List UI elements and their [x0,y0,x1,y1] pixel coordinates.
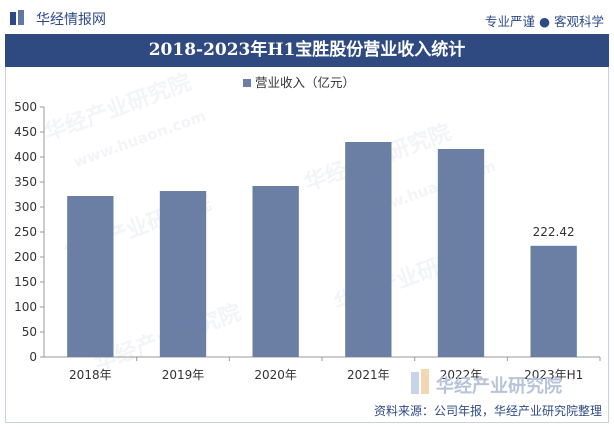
source-note: 资料来源：公司年报，华经产业研究院整理 [373,404,602,418]
x-tick-label: 2023年H1 [524,368,583,382]
corner-brand: 华经产业研究院 [436,376,562,397]
chart-title: 2018-2023年H1宝胜股份营业收入统计 [5,34,609,67]
slogan-left: 专业严谨 [485,14,536,29]
corner-logo-icon [411,369,429,394]
data-label: 222.42 [533,225,575,239]
slogan: 专业严谨 ● 客观科学 [485,11,604,30]
bar [345,142,392,357]
y-tick-label: 150 [14,275,37,289]
bar [530,245,577,357]
x-tick-label: 2019年 [162,368,205,382]
y-tick-label: 100 [14,300,37,314]
legend-swatch [243,79,251,87]
slogan-dot: ● [539,14,550,29]
y-tick-label: 0 [29,350,37,364]
slogan-right: 客观科学 [553,14,604,29]
x-tick-label: 2018年 [69,368,112,382]
bar [252,186,299,357]
chart-frame [5,67,609,423]
y-tick-label: 500 [14,100,37,114]
y-tick-label: 200 [14,250,37,264]
bar [67,196,114,357]
y-tick-label: 350 [14,175,37,189]
y-tick-label: 400 [14,150,37,164]
header: 华经情报网 专业严谨 ● 客观科学 [0,0,614,34]
y-tick-label: 50 [22,325,37,339]
y-tick-label: 450 [14,125,37,139]
legend-label: 营业收入（亿元） [255,75,355,90]
x-tick-label: 2021年 [347,368,390,382]
x-tick-label: 2020年 [254,368,297,382]
y-tick-label: 250 [14,225,37,239]
bar [437,149,485,357]
brand-name: 华经情报网 [36,12,106,28]
x-tick-label: 2022年 [440,368,483,382]
bar [159,191,207,357]
brand-logo-icon [10,10,24,25]
y-tick-label: 300 [14,200,37,214]
